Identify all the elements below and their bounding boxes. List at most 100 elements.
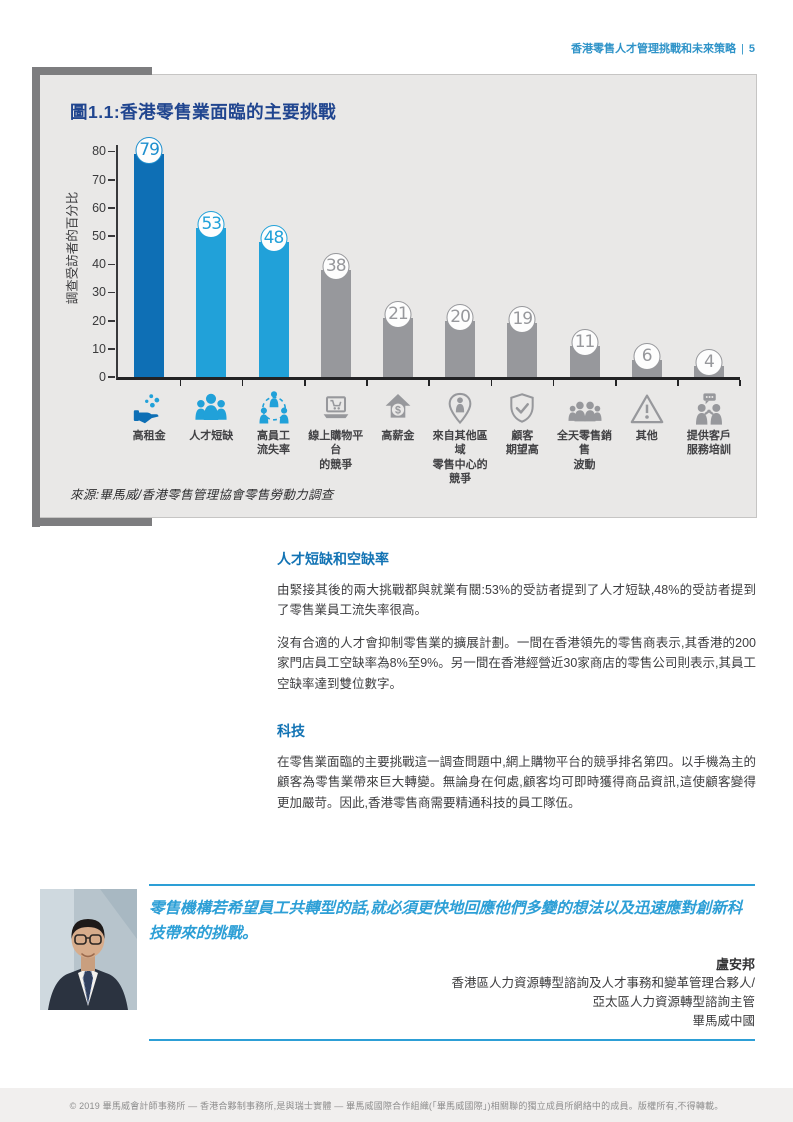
category-label: 其他 [635,430,658,442]
category-label: 高租金 [132,430,166,442]
y-tick-label: 80 [92,144,106,159]
x-tick-mark [179,380,182,386]
bar-cell: 20 [429,145,493,386]
y-tick-label: 30 [92,285,106,300]
section-heading: 科技 [277,722,305,739]
panel-accent-left [32,67,40,527]
y-axis: 0 10 20 30 40 50 60 70 80 [82,144,116,384]
y-tick-label: 60 [92,200,106,215]
bar-value-badge: 79 [135,137,163,165]
paragraph: 在零售業面臨的主要挑戰這一調查問題中,網上購物平台的競爭排名第四。以手機為主的顧… [277,754,756,810]
y-tick-label: 0 [99,370,106,384]
category-label: 提供客戶 服務培訓 [686,430,731,457]
x-tick-mark [739,380,742,386]
category-item: 來自其他區域 零售中心的 競爭 [429,391,491,486]
y-tick-mark [108,320,115,322]
bar-value-badge: 4 [695,348,723,376]
y-tick-mark [108,207,115,209]
staff-turnover-network-icon [258,391,289,424]
category-item: 全天零售銷售 波動 [553,391,615,486]
bar-value-badge: 6 [633,343,661,371]
speaker-name: 盧安邦 [715,956,755,972]
section-heading: 人才短缺和空缺率 [277,551,389,567]
y-tick-mark [108,348,115,350]
y-tick-label: 40 [92,257,106,272]
figure-panel: 圖1.1:香港零售業面臨的主要挑戰 調查受訪者的百分比 0 10 20 30 40 50 6… [32,67,757,527]
y-tick-mark [108,263,115,266]
quote-block: 零售機構若希望員工共轉型的話,就必須更快地回應他們多變的想法以及迅速應對創新科技… [149,884,755,1042]
category-label: 高員工 流失率 [257,430,290,457]
category-label: 顧客 期望高 [505,430,539,457]
bar-value-badge: 38 [322,252,350,280]
bars-container: 79 53 48 38 21 20 19 11 6 4 [118,137,742,386]
page-number: 5 [748,43,755,55]
high-salary-arrow-icon: $ [385,393,411,418]
customer-service-training-icon [695,393,722,425]
category-label: 全天零售銷售 波動 [557,430,613,471]
bar [320,269,351,377]
panel-accent-top [32,67,152,75]
copyright-text: © 2019 畢馬威會計師事務所 — 香港合夥制事務所,是與瑞士實體 — 畢馬威… [69,1100,724,1111]
category-item: $ 高薪金 [367,391,429,486]
category-item: 提供客戶 服務培訓 [678,391,740,486]
bar-cell: 38 [305,145,368,386]
sales-fluctuation-people-icon [568,401,602,422]
bar [134,154,165,377]
bar [196,227,227,377]
x-tick-mark [615,380,617,386]
quote-attribution: 盧安邦 香港區人力資源轉型諮詢及人才事務和變革管理合夥人/ 亞太區人力資源轉型諮… [149,955,755,1031]
bar-cell: 4 [678,145,742,386]
x-tick-mark [490,380,493,386]
bar-chart: 調查受訪者的百分比 0 10 20 30 40 50 60 70 80 79 53 48 38 21 20… [60,137,742,386]
speaker-company: 畢馬威中國 [692,1013,755,1028]
y-tick-label: 10 [92,341,106,356]
bar-cell: 11 [553,145,617,386]
bar-value-badge: 11 [571,328,599,356]
y-tick-mark [108,179,115,181]
other-warning-icon [630,394,664,424]
bar-value-badge: 19 [508,306,536,334]
category-label: 人才短缺 [189,430,234,442]
plot-area: 79 53 48 38 21 20 19 11 6 4 [108,137,742,386]
x-tick-mark [241,380,244,386]
rent-hand-coins-icon [133,394,160,424]
running-header: 香港零售人才管理挑戰和未來策略 | 5 [571,40,755,56]
category-axis: 高租金 人才短缺 高員工 流失率 線上購物平台 的競爭 $ 高薪金 來自其他區域 零售中心的… [118,391,740,486]
online-shopping-laptop-icon [323,396,349,419]
regional-competition-pin-icon [448,392,472,425]
category-item: 其他 [616,391,678,486]
bar-cell: 19 [491,145,555,386]
bar-cell: 6 [616,145,679,386]
y-tick-label: 20 [92,313,106,328]
category-label: 高薪金 [381,430,415,442]
x-tick-mark [428,380,431,386]
speaker-title-line2: 亞太區人力資源轉型諮詢主管 [592,994,755,1009]
bar-value-badge: 21 [384,300,412,328]
bar-cell: 53 [180,145,244,386]
x-tick-mark [366,380,368,386]
quote-divider-bottom [149,1039,755,1042]
svg-text:$: $ [395,405,401,417]
bar-cell: 48 [242,145,306,386]
speaker-photo [40,889,137,1010]
category-item: 線上購物平台 的競爭 [305,391,367,486]
y-tick-mark [108,291,115,294]
x-tick-mark [304,380,306,386]
paragraph: 沒有合適的人才會抑制零售業的擴展計劃。一間在香港領先的零售商表示,其香港的200… [277,635,756,691]
quote-text: 零售機構若希望員工共轉型的話,就必須更快地回應他們多變的想法以及迅速應對創新科技… [149,900,743,942]
category-item: 高員工 流失率 [242,391,304,486]
y-tick-label: 50 [92,229,106,243]
header-divider: | [741,43,744,55]
page-footer: © 2019 畢馬威會計師事務所 — 香港合夥制事務所,是與瑞士實體 — 畢馬威… [0,1088,793,1122]
quote-divider-top [149,884,755,886]
y-axis-label-column: 調查受訪者的百分比 [60,145,82,380]
bar [258,241,289,377]
speaker-portrait-illustration [40,889,137,1010]
category-label: 線上購物平台 的競爭 [308,430,364,471]
customer-expectation-shield-icon [510,393,535,423]
bar-cell: 79 [118,137,182,386]
chart-title: 圖1.1:香港零售業面臨的主要挑戰 [70,102,337,122]
talent-shortage-people-icon [195,393,227,421]
category-item: 人才短缺 [180,391,242,486]
chart-source: 來源:畢馬威/香港零售管理協會零售勞動力調查 [70,488,334,502]
